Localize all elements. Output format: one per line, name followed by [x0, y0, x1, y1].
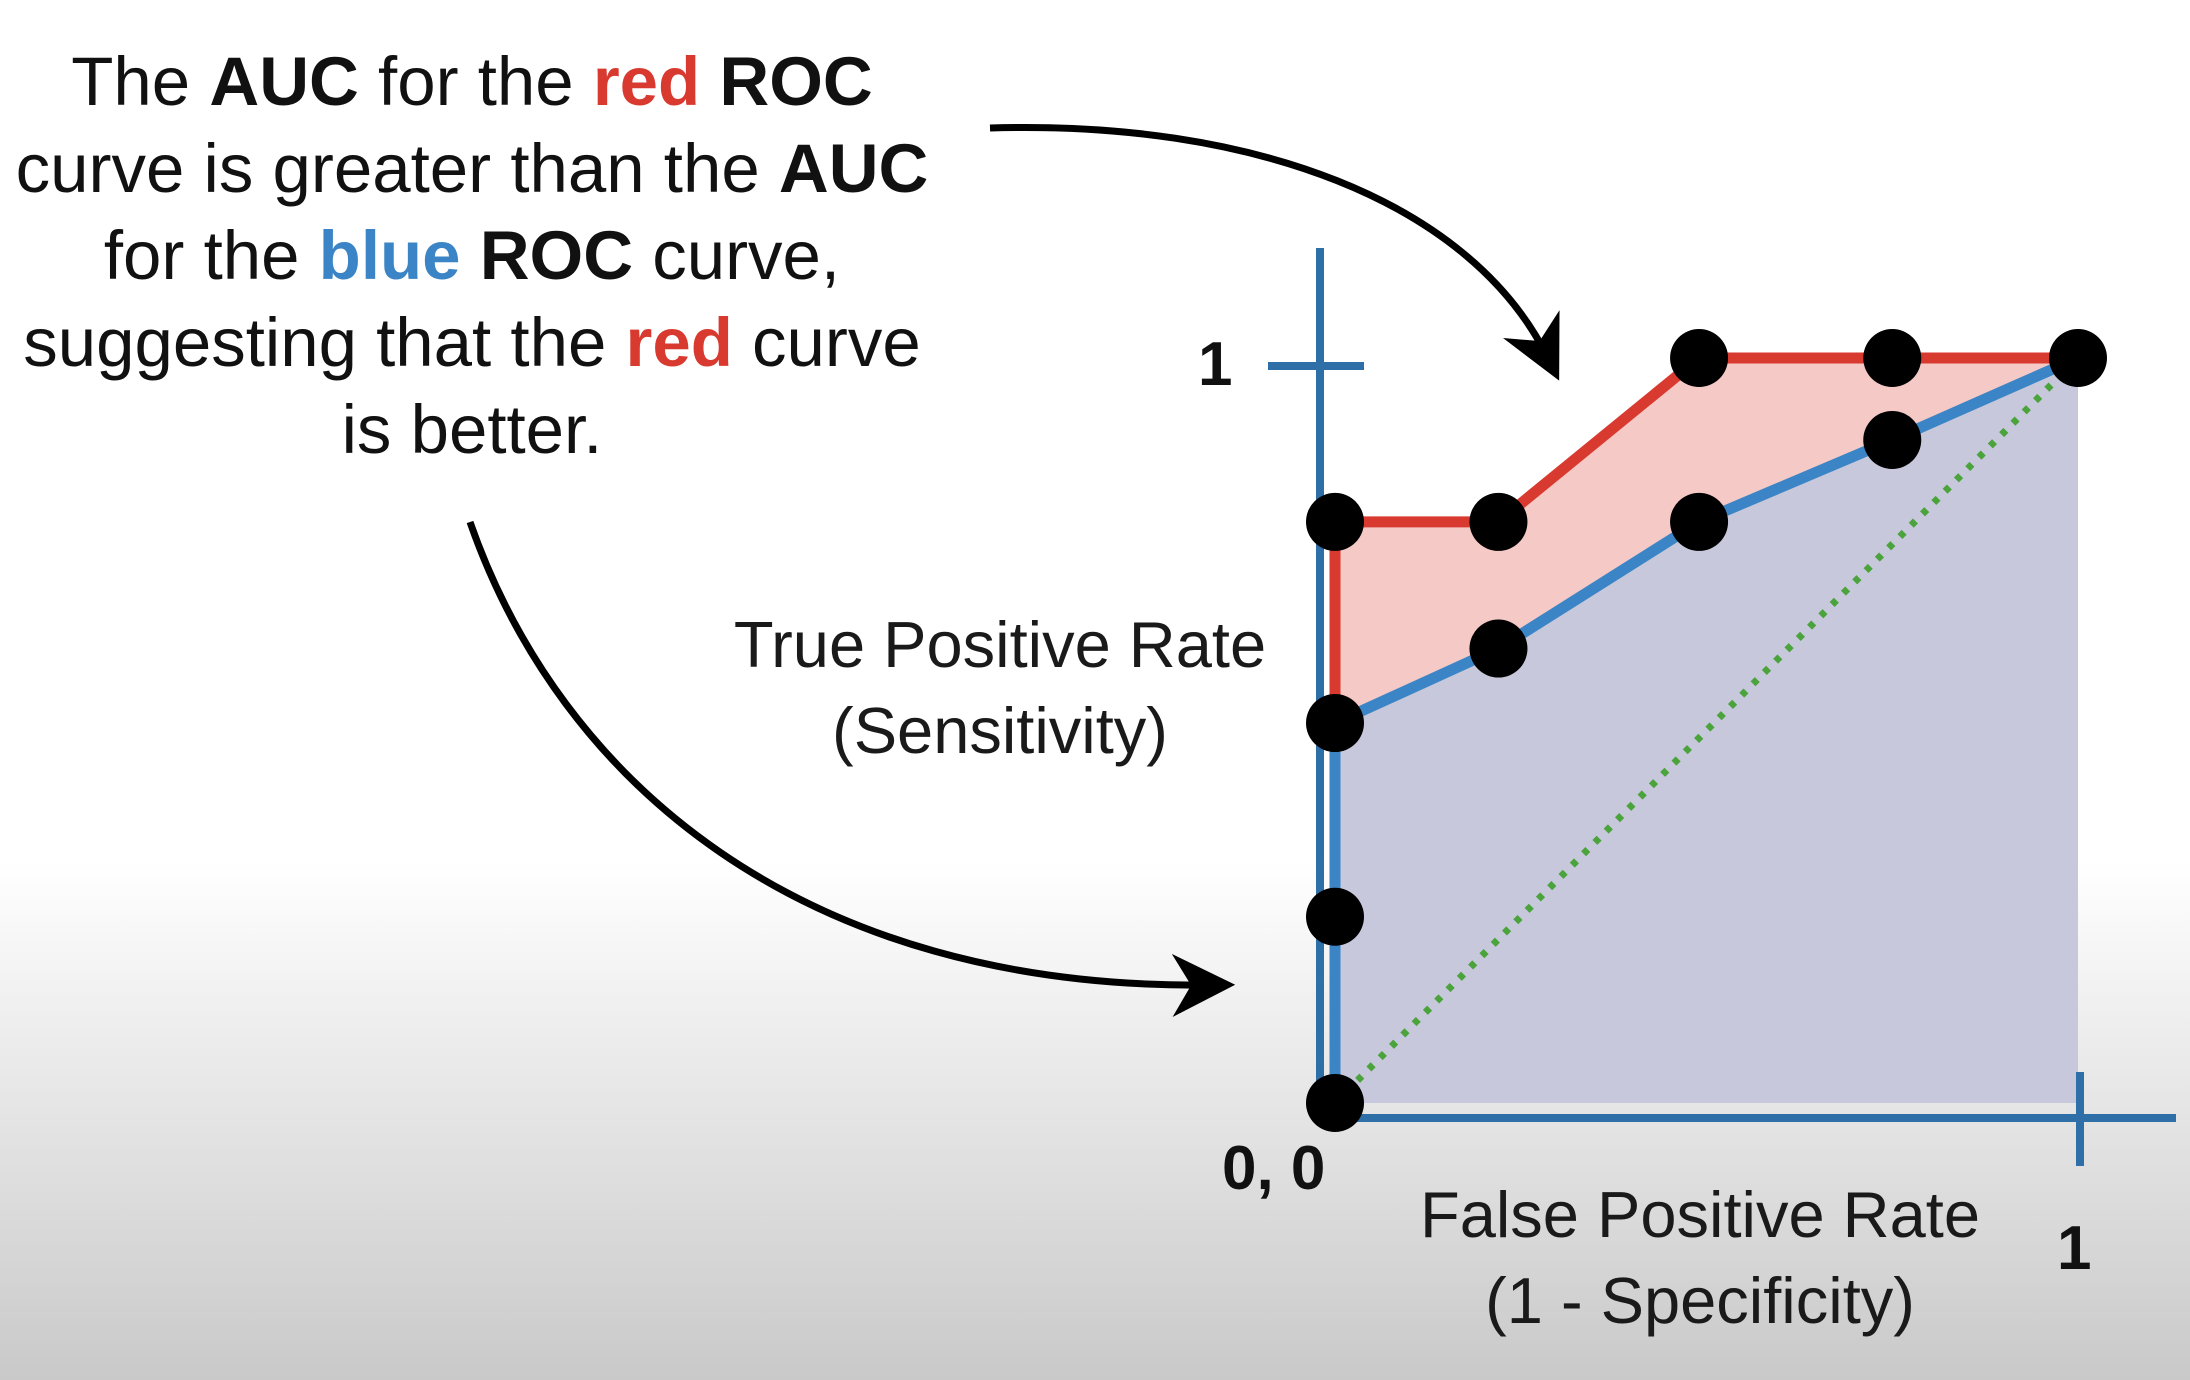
- roc-point-3: [1306, 694, 1364, 753]
- caption-auc: AUC: [209, 43, 359, 120]
- caption-line-5: is better.: [0, 386, 944, 473]
- caption-line-2: curve is greater than the AUC: [0, 125, 944, 212]
- caption-text: curve,: [633, 217, 841, 294]
- roc-point-9: [1863, 329, 1922, 387]
- roc-point-7: [1670, 329, 1729, 387]
- roc-point-5: [1469, 492, 1528, 551]
- caption-blue-word: blue: [318, 217, 461, 294]
- x-axis-label-line-1: False Positive Rate: [1420, 1178, 1980, 1251]
- caption-text: for the: [358, 43, 593, 120]
- caption-text: suggesting that the: [23, 304, 626, 381]
- caption-roc: ROC: [719, 43, 873, 120]
- caption-auc: AUC: [778, 130, 929, 207]
- y-axis-label-line-2: (Sensitivity): [832, 694, 1168, 767]
- caption-text: curve is greater than the: [15, 130, 779, 207]
- roc-point-6: [1469, 619, 1528, 678]
- y-axis-label-line-1: True Positive Rate: [733, 608, 1267, 681]
- y-axis-label: True Positive Rate (Sensitivity): [700, 602, 1300, 774]
- caption-line-1: The AUC for the red ROC: [0, 38, 944, 125]
- roc-point-11: [2049, 329, 2107, 387]
- roc-point-2: [1306, 887, 1364, 946]
- caption-text: The: [71, 43, 210, 120]
- red-roc-curve: [1329, 352, 2084, 1109]
- roc-point-10: [1863, 410, 1922, 469]
- caption-line-4: suggesting that the red curve: [0, 299, 944, 386]
- caption-line-3: for the blue ROC curve,: [0, 212, 944, 299]
- y-tick-label-1: 1: [1198, 330, 1233, 399]
- caption: The AUC for the red ROC curve is greater…: [0, 38, 944, 473]
- caption-red-word: red: [625, 304, 733, 381]
- x-axis-label: False Positive Rate (1 - Specificity): [1360, 1172, 2040, 1344]
- origin-label: 0, 0: [1222, 1134, 1326, 1203]
- caption-text: curve: [732, 304, 921, 381]
- x-tick-label-1: 1: [2057, 1214, 2092, 1283]
- roc-point-8: [1670, 492, 1729, 551]
- caption-red-word: red: [592, 43, 701, 120]
- caption-text: is better.: [341, 391, 603, 468]
- roc-point-4: [1306, 492, 1364, 551]
- caption-roc: ROC: [479, 217, 634, 294]
- annotation-arrow-blue: [466, 520, 1236, 1017]
- annotation-arrow-red: [989, 123, 1560, 381]
- blue-roc-curve: [1329, 352, 2084, 1109]
- x-axis-label-line-2: (1 - Specificity): [1485, 1264, 1915, 1337]
- caption-text: for the: [103, 217, 319, 294]
- roc-point-1: [1306, 1074, 1364, 1132]
